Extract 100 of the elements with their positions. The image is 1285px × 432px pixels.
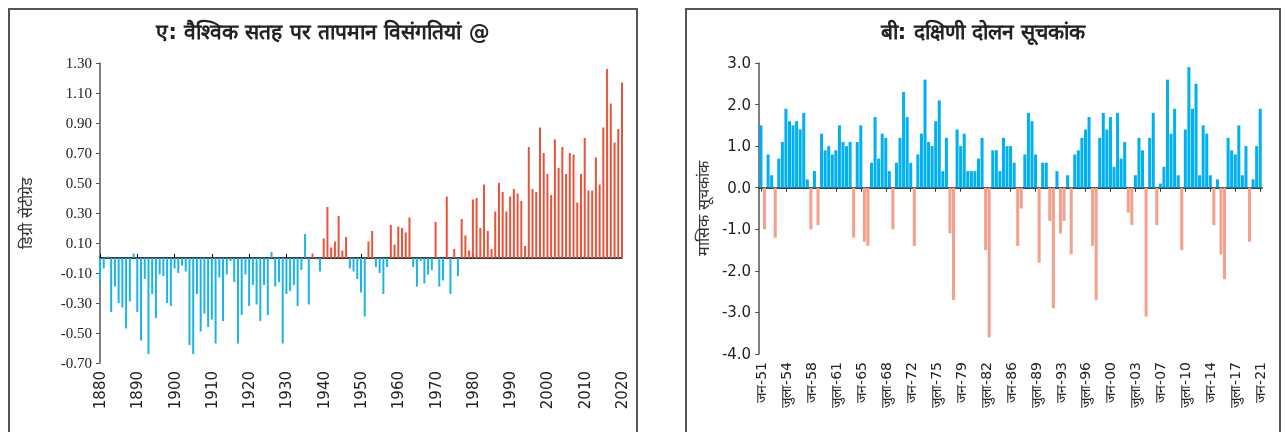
bar [460,219,463,258]
bar [1009,146,1013,188]
bar [348,258,351,269]
bar [371,231,374,258]
x-tick-label: 1930 [277,371,296,410]
bar [363,258,366,317]
bar [891,187,895,230]
y-tick-label: -3.0 [721,303,752,322]
bar [912,187,916,246]
bar [192,258,195,354]
bar [158,258,161,275]
x-tick-label: 1900 [165,371,184,410]
bar [568,153,571,258]
bar [386,258,389,267]
bar [121,258,124,308]
y-tick-label: -1.0 [721,220,752,239]
bar [289,258,292,291]
bar [147,258,150,354]
bar [281,258,284,344]
bar [1037,187,1041,263]
x-tick-label: जन-07 [1152,362,1169,403]
bar [248,258,251,306]
bar [987,187,991,338]
bar [617,129,620,258]
bar [784,108,788,188]
bar [1069,187,1073,255]
bar [266,258,269,315]
x-tick-label: 1950 [352,371,370,410]
bar [251,258,254,285]
bar [1201,125,1205,188]
bar [456,258,459,276]
bar [274,258,277,287]
x-tick-label: जन-72 [902,362,919,403]
x-tick-label: जुला-03 [1127,362,1145,408]
bar [486,231,489,258]
y-tick-label: 0.50 [65,175,92,191]
bar [994,150,998,188]
bar [1237,125,1241,188]
bar [210,258,213,320]
y-tick-label: 1.0 [727,137,752,156]
y-tick-label: 3.0 [727,54,752,72]
y-tick-label: 0.70 [65,145,92,161]
bar [812,171,816,188]
bar [1026,112,1030,188]
bar [1130,187,1134,226]
bar [1165,79,1170,188]
x-tick-label: 1890 [128,371,147,410]
bar [516,193,519,258]
bar [1101,112,1105,188]
bar [845,146,849,188]
bar [173,258,176,269]
bar [1248,187,1252,242]
x-tick-label: जुला-17 [1227,362,1245,408]
bar [1155,187,1159,226]
bar [512,189,515,258]
bar [531,189,534,258]
bar [1108,117,1112,188]
bar [591,190,594,258]
bar [848,141,852,188]
bar [445,196,448,258]
x-tick-label: 1940 [314,371,333,410]
x-tick-label: जुला-54 [777,361,795,408]
x-tick-label: जन-14 [1202,361,1219,403]
bar [125,258,128,329]
bar [233,258,236,282]
bar [177,258,180,273]
bar [214,258,217,344]
bar [483,184,486,258]
y-tick-label: 0.90 [65,115,92,131]
bar [408,217,411,258]
y-tick-label: -0.10 [60,265,92,281]
bar [609,103,612,258]
bar [606,69,609,258]
bar [188,258,191,345]
bar [296,258,299,306]
bar [102,258,105,269]
bar [259,258,262,321]
bar [423,258,426,284]
bar [816,187,820,226]
bar [561,147,564,258]
x-tick-label: 2010 [575,371,594,410]
bar [1055,171,1059,188]
bar [553,139,556,258]
bar [1123,141,1127,188]
y-tick-label: -4.0 [721,345,752,363]
bar [113,258,116,287]
bar [759,125,763,188]
bar [579,174,582,258]
bar [374,258,377,267]
bar [1151,112,1155,188]
x-tick-label: जन-79 [952,362,969,403]
bar [240,258,243,315]
bar [162,258,165,276]
bar [866,187,870,246]
bar [795,121,799,188]
bar [880,133,884,188]
bar [1044,162,1048,188]
bar [852,187,856,238]
bar [1094,187,1098,300]
bar [367,241,370,258]
